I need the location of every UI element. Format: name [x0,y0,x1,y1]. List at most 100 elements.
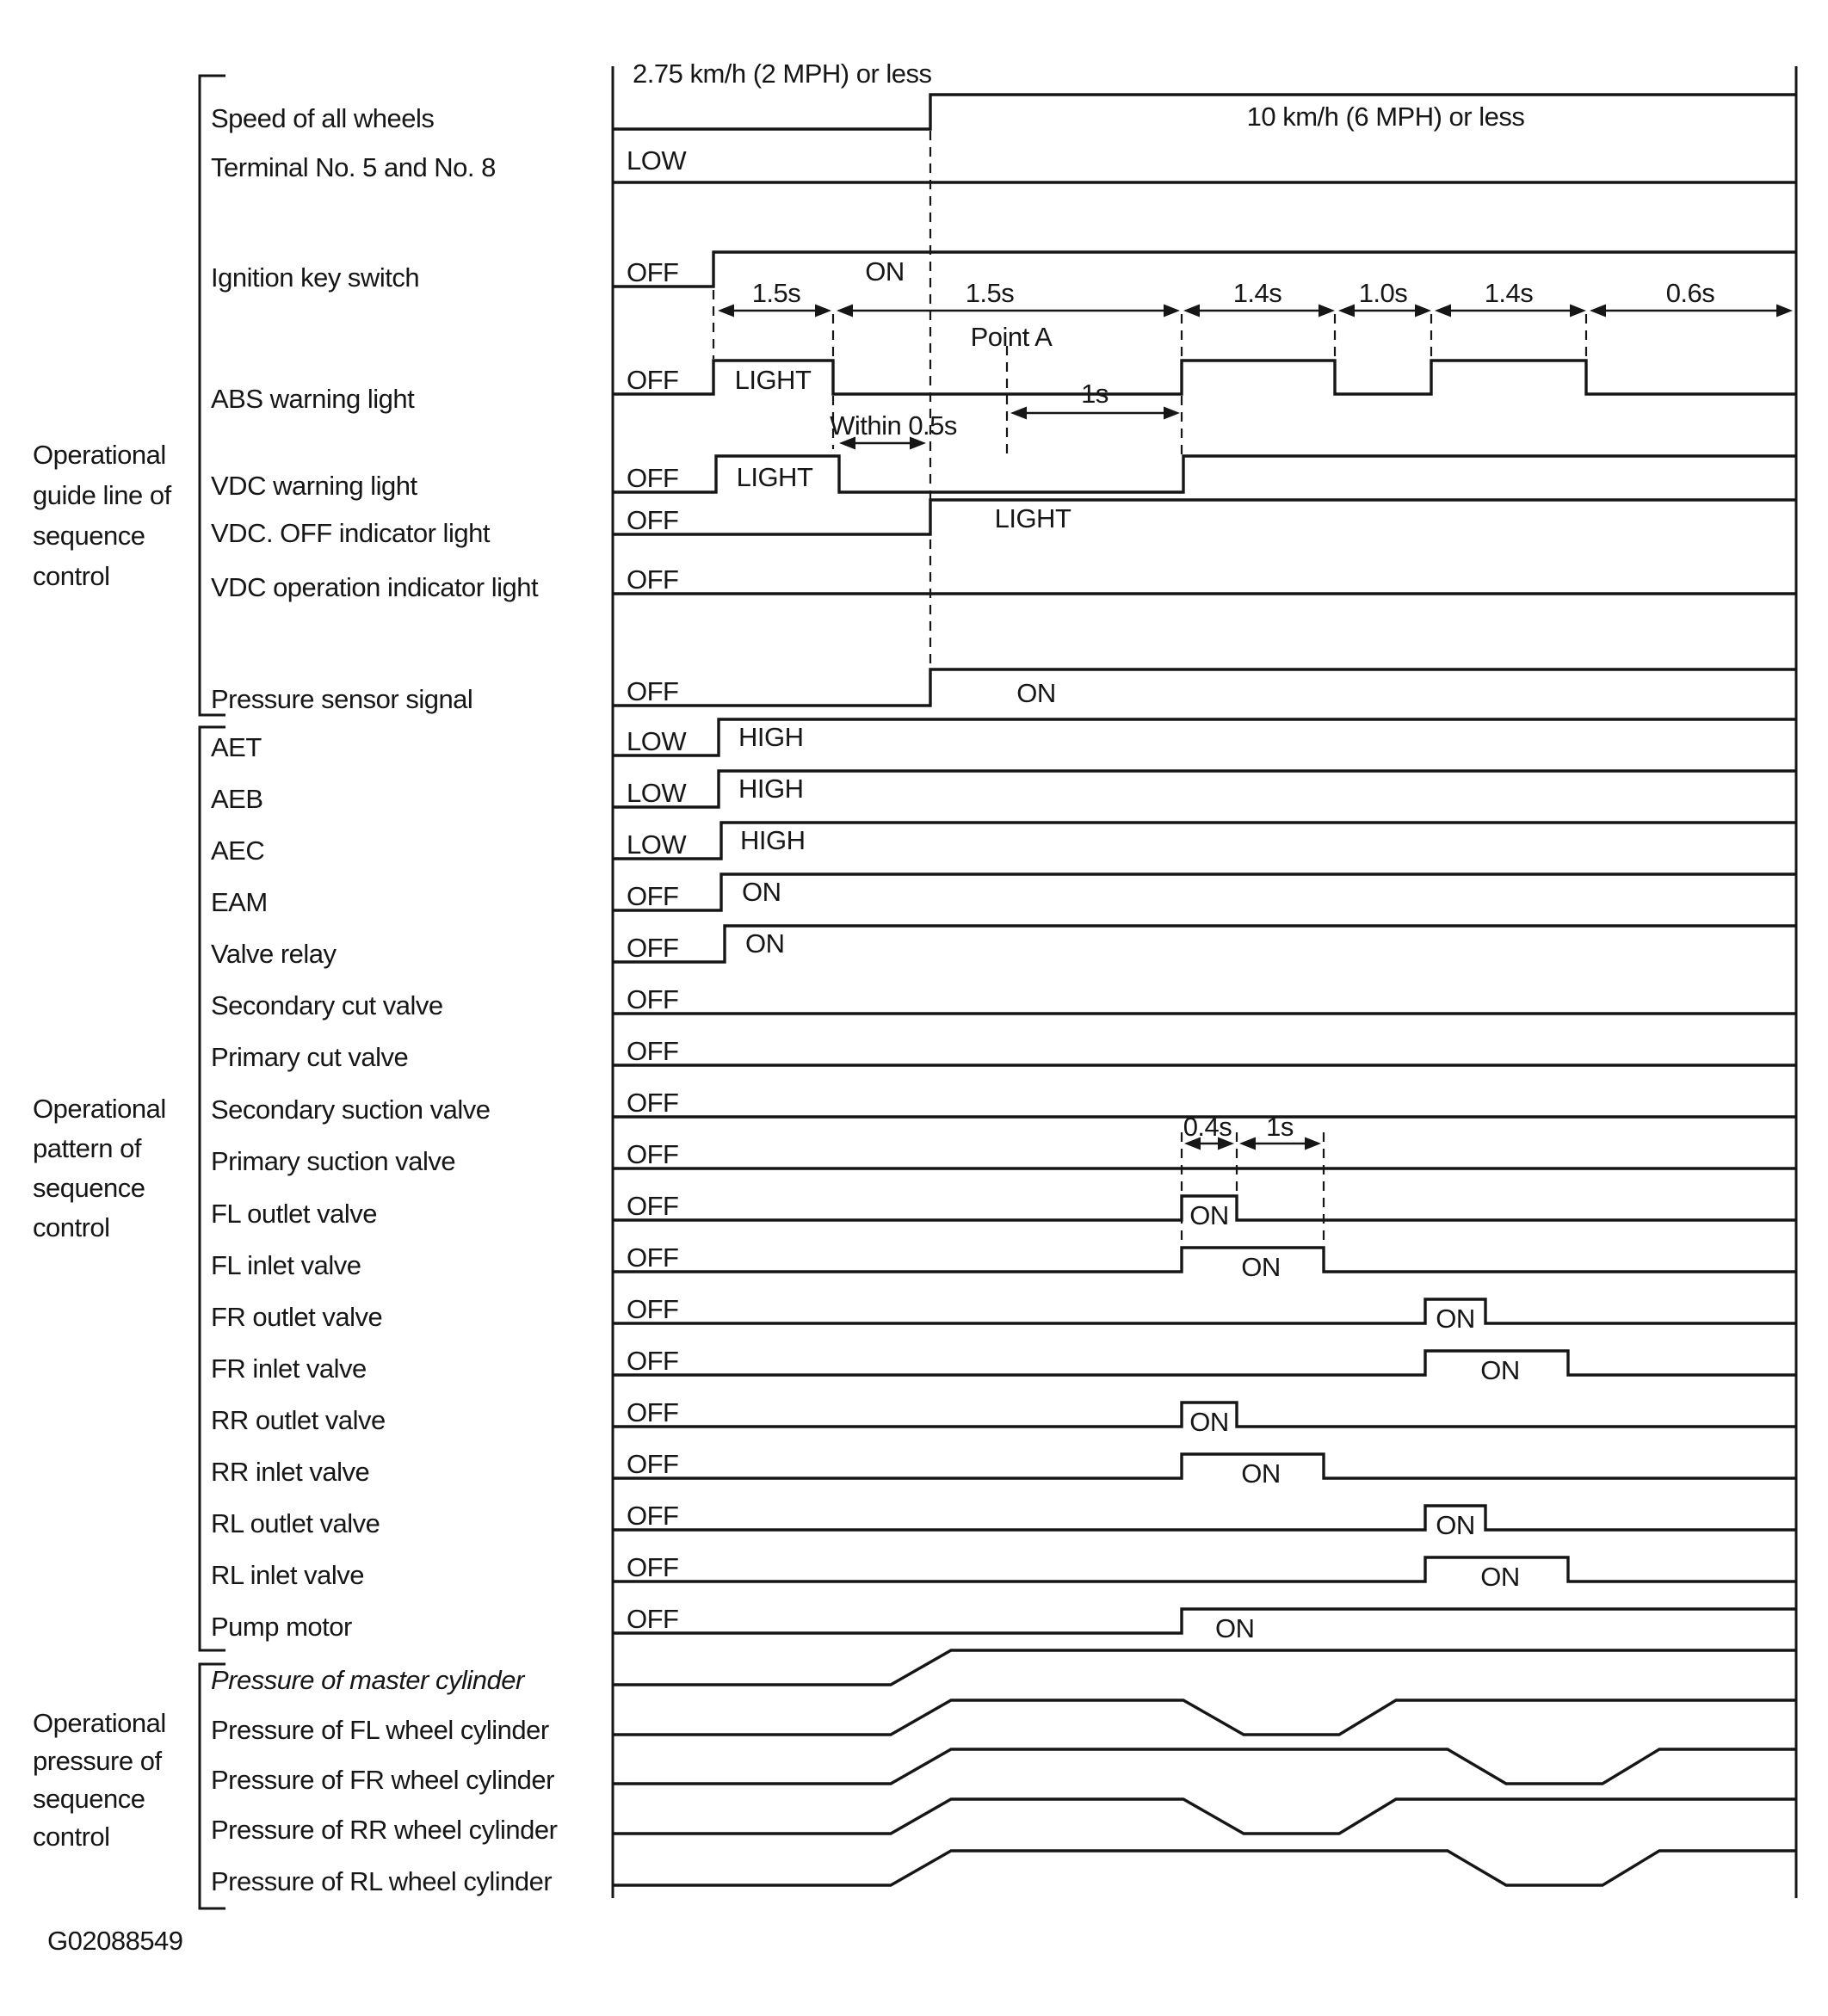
terminal-no5-no8-state-label: LOW [627,145,687,176]
group-pressure: Operational pressure of sequence control [33,1662,225,1910]
primary-suction-valve-row: Primary suction valve OFF [211,1139,1796,1176]
aet-trace [613,718,1796,757]
secondary-suction-valve-label: Secondary suction valve [211,1094,491,1125]
group-pressure-bracket [198,1662,225,1910]
abs-warning-light-label: ABS warning light [211,384,415,414]
group-guide-line-label-line: control [33,561,110,591]
pressure-sensor-signal-state-label: ON [1016,678,1056,708]
pressure-fr-wheel-cylinder-row: Pressure of FR wheel cylinder [211,1748,1796,1795]
valve-relay-trace [613,924,1796,964]
secondary-suction-valve-state-label: OFF [627,1088,679,1118]
terminal-no5-no8-label: Terminal No. 5 and No. 8 [211,152,496,182]
arrowhead-right-icon [815,304,831,318]
arrowhead-right-icon [1164,304,1180,318]
aet-state-label: HIGH [738,722,804,752]
pressure-rl-wheel-cylinder-row: Pressure of RL wheel cylinder [211,1849,1796,1896]
vdc-warning-light-state-label: OFF [627,463,679,493]
primary-suction-valve-label: Primary suction valve [211,1146,455,1176]
timing-arrow [718,304,831,318]
fr-inlet-valve-row: FR inlet valve OFF ON [211,1346,1796,1385]
arrowhead-right-icon [1570,304,1586,318]
fr-inlet-valve-state-label: OFF [627,1346,679,1376]
abs-warning-light-state-label: OFF [627,365,679,395]
arrowhead-right-icon [1319,304,1335,318]
group-pressure-label-line: pressure of [33,1746,162,1776]
fr-outlet-valve-state-label: OFF [627,1294,679,1324]
pressure-rr-wheel-cylinder-label: Pressure of RR wheel cylinder [211,1815,558,1845]
group-pattern-label-line: sequence [33,1173,145,1203]
arrowhead-left-icon [1435,304,1451,318]
fl-inlet-valve-row: FL inlet valve OFF ON [211,1242,1796,1282]
rr-outlet-valve-state-label: ON [1189,1407,1229,1437]
group-guide-line-bracket [198,74,225,717]
arrowhead-left-icon [1010,406,1027,420]
fr-outlet-valve-trace [613,1298,1796,1325]
abs-warning-light-row: ABS warning light OFF LIGHT [211,359,1796,414]
rl-outlet-valve-state-label: OFF [627,1501,679,1531]
group-pattern-bracket [198,725,225,1652]
arrowhead-left-icon [1183,304,1200,318]
timing-label: 1.4s [1233,278,1282,308]
arrowhead-right-icon [1164,406,1180,420]
valve-relay-state-label: OFF [627,933,679,963]
aec-state-label: HIGH [740,825,806,855]
group-pattern: Operational pattern of sequence control [33,725,225,1652]
timing-label: 1.0s [1359,278,1408,308]
fl-outlet-valve-row: FL outlet valve OFF ON [211,1191,1796,1230]
rl-outlet-valve-trace [613,1504,1796,1532]
timing-label: 0.6s [1666,278,1715,308]
fl-outlet-valve-trace [613,1194,1796,1222]
vdc-off-indicator-light-label: VDC. OFF indicator light [211,518,491,548]
vdc-warning-light-label: VDC warning light [211,471,417,501]
fl-inlet-valve-label: FL inlet valve [211,1250,361,1280]
figure-code: G02088549 [47,1926,183,1956]
timing-arrow [839,436,926,450]
vdc-warning-light-trace [613,454,1796,494]
timing-label: 1s [1081,379,1109,409]
secondary-suction-valve-row: Secondary suction valve OFF [211,1088,1796,1125]
fr-inlet-valve-label: FR inlet valve [211,1353,367,1384]
pressure-fr-wheel-cylinder-trace [613,1748,1796,1785]
arrowhead-left-icon [1239,1137,1256,1150]
eam-trace [613,872,1796,912]
fl-inlet-valve-trace [613,1246,1796,1273]
aet-label: AET [211,732,262,762]
aeb-state-label: HIGH [738,774,804,804]
aec-trace [613,821,1796,860]
arrowhead-left-icon [1338,304,1355,318]
vdc-warning-light-row: VDC warning light OFF LIGHT [211,454,1796,501]
group-pressure-label-line: sequence [33,1784,145,1814]
primary-cut-valve-label: Primary cut valve [211,1042,408,1072]
timing-label: 1.5s [752,278,801,308]
vdc-off-indicator-light-state-label: OFF [627,505,679,535]
arrowhead-right-icon [1415,304,1431,318]
group-pattern-label-line: control [33,1212,110,1242]
rl-outlet-valve-row: RL outlet valve OFF ON [211,1501,1796,1540]
fl-inlet-valve-state-label: ON [1241,1252,1281,1282]
ignition-key-switch-trace [613,250,1796,288]
fr-outlet-valve-state-label: ON [1436,1304,1475,1334]
ignition-key-switch-state-label: ON [865,256,905,287]
aec-row: AEC LOW HIGH [211,821,1796,866]
aec-state-label: LOW [627,829,687,860]
speed-of-all-wheels-label: Speed of all wheels [211,103,434,133]
aet-row: AET LOW HIGH [211,718,1796,762]
aeb-row: AEB LOW HIGH [211,769,1796,814]
timing-arrow [1184,1137,1234,1150]
timing-arrow [1338,304,1431,318]
group-guide-line-label-line: sequence [33,521,145,551]
valve-relay-state-label: ON [745,928,785,959]
pressure-fl-wheel-cylinder-row: Pressure of FL wheel cylinder [211,1698,1796,1745]
pressure-rl-wheel-cylinder-trace [613,1849,1796,1887]
aeb-label: AEB [211,784,263,814]
arrowhead-left-icon [1184,1137,1201,1150]
pump-motor-row: Pump motor OFF ON [211,1604,1796,1643]
primary-cut-valve-state-label: OFF [627,1036,679,1066]
rr-outlet-valve-trace [613,1401,1796,1428]
pressure-master-cylinder-row: Pressure of master cylinder [211,1649,1796,1695]
vdc-off-indicator-light-trace [613,498,1796,536]
fr-outlet-valve-label: FR outlet valve [211,1302,382,1332]
rr-inlet-valve-label: RR inlet valve [211,1457,369,1487]
